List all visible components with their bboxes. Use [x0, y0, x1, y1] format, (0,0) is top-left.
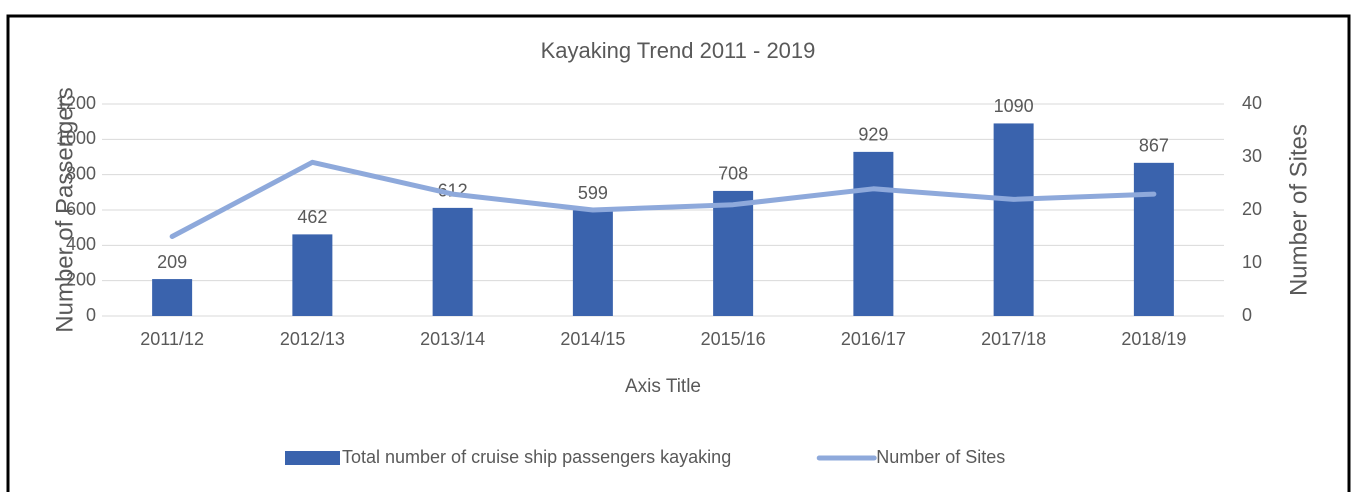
data-label: 1090: [994, 96, 1034, 116]
chart-title: Kayaking Trend 2011 - 2019: [541, 38, 816, 63]
data-label: 599: [578, 183, 608, 203]
bar: [152, 279, 193, 316]
y-tick-label: 600: [66, 199, 96, 219]
data-label: 209: [157, 252, 187, 272]
x-tick-label: 2013/14: [420, 329, 485, 349]
chart-frame: [6, 14, 1351, 492]
legend-swatch: [285, 451, 340, 465]
y-tick-label: 1200: [56, 93, 96, 113]
y2-tick-label: 30: [1242, 146, 1262, 166]
data-label: 708: [718, 164, 748, 184]
y-tick-label: 0: [86, 305, 96, 325]
x-tick-label: 2012/13: [280, 329, 345, 349]
data-label: 867: [1139, 136, 1169, 156]
y2-axis-title: Number of Sites: [1285, 124, 1312, 296]
y-tick-label: 1000: [56, 128, 96, 148]
line: [169, 159, 1157, 239]
y-tick-label: 800: [66, 163, 96, 183]
y2-tick-label: 40: [1242, 93, 1262, 113]
x-tick-label: 2018/19: [1121, 329, 1186, 349]
data-label: 462: [297, 207, 327, 227]
y2-tick-label: 0: [1242, 305, 1252, 325]
y-axis-title: Number of Passengers: [51, 87, 78, 332]
bar: [432, 207, 473, 316]
bar: [292, 234, 333, 316]
x-tick-label: 2014/15: [560, 329, 625, 349]
y-tick-label: 400: [66, 234, 96, 254]
legend-label: Number of Sites: [876, 447, 1005, 467]
bar: [713, 190, 754, 316]
x-tick-label: 2011/12: [140, 329, 204, 349]
bar: [853, 151, 894, 316]
y-tick-label: 200: [66, 269, 96, 289]
bar: [1133, 162, 1174, 316]
x-axis-title: Axis Title: [625, 376, 701, 397]
x-tick-label: 2015/16: [701, 329, 766, 349]
legend-label: Total number of cruise ship passengers k…: [342, 447, 731, 467]
x-tick-label: 2016/17: [841, 329, 906, 349]
data-label: 929: [858, 125, 888, 145]
bar: [572, 210, 613, 316]
y2-tick-label: 10: [1242, 252, 1262, 272]
y2-tick-label: 20: [1242, 199, 1262, 219]
bar: [993, 123, 1034, 316]
x-tick-label: 2017/18: [981, 329, 1046, 349]
